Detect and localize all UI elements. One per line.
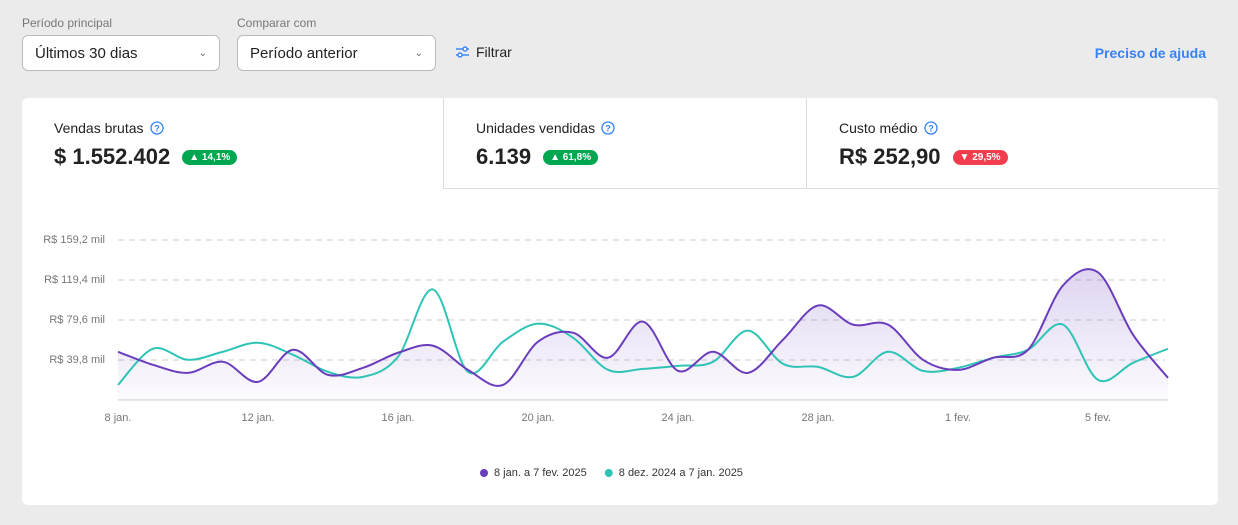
legend-label: 8 dez. 2024 a 7 jan. 2025 — [619, 467, 743, 479]
metric-label: Custo médio — [839, 120, 918, 136]
x-tick-label: 8 jan. — [105, 412, 132, 424]
metric-badge: ▼ 29,5% — [952, 149, 1008, 165]
y-tick-label: R$ 39,8 mil — [49, 354, 105, 366]
help-link[interactable]: Preciso de ajuda — [1094, 45, 1206, 61]
metric-label: Unidades vendidas — [476, 120, 596, 136]
metric-value: R$ 252,90 — [839, 144, 941, 169]
legend-marker — [480, 469, 488, 477]
legend-label: 8 jan. a 7 fev. 2025 — [494, 467, 587, 479]
metric-value-row: 6.139 ▲ 61,8% — [476, 144, 806, 170]
x-tick-label: 16 jan. — [381, 412, 414, 424]
metric-label: Vendas brutas — [54, 120, 144, 136]
legend-marker — [604, 469, 613, 477]
help-icon: ? — [149, 121, 164, 135]
metric-badge: ▲ 14,1% — [182, 149, 238, 165]
metric-change: 61,8% — [562, 151, 592, 163]
x-tick-label: 1 fev. — [945, 412, 971, 424]
area — [118, 269, 1168, 400]
compare-label: Comparar com — [237, 16, 317, 30]
metric-title: Vendas brutas? — [54, 120, 443, 136]
metric-title: Unidades vendidas? — [476, 120, 806, 136]
period-label: Período principal — [22, 16, 113, 30]
compare-select[interactable]: Período anterior ⌄ — [237, 35, 436, 71]
svg-text:?: ? — [605, 123, 611, 133]
compare-value: Período anterior — [250, 44, 358, 62]
x-tick-label: 12 jan. — [241, 412, 274, 424]
period-select[interactable]: Últimos 30 dias ⌄ — [22, 35, 220, 71]
y-tick-label: R$ 119,4 mil — [44, 274, 105, 286]
help-icon: ? — [923, 121, 938, 135]
metric-tab[interactable]: Custo médio? R$ 252,90 ▼ 29,5% — [806, 98, 1218, 189]
card: Vendas brutas? $ 1.552.402 ▲ 14,1% Unidades… — [22, 98, 1218, 505]
metric-title: Custo médio? — [839, 120, 1218, 136]
metric-value-row: $ 1.552.402 ▲ 14,1% — [54, 144, 443, 170]
filter-button[interactable]: Filtrar — [455, 44, 512, 60]
filter-icon — [456, 46, 469, 58]
metric-badge: ▲ 61,8% — [543, 149, 599, 165]
metric-tab[interactable]: Unidades vendidas? 6.139 ▲ 61,8% — [443, 98, 806, 189]
y-tick-label: R$ 79,6 mil — [49, 314, 105, 326]
metric-value: 6.139 — [476, 144, 532, 169]
y-tick-label: R$ 159,2 mil — [43, 234, 105, 246]
metric-change: 14,1% — [201, 151, 231, 163]
metric-value: $ 1.552.402 — [54, 144, 171, 169]
svg-text:?: ? — [154, 123, 160, 133]
svg-text:?: ? — [928, 123, 934, 133]
x-tick-label: 28 jan. — [801, 412, 834, 424]
metric-value-row: R$ 252,90 ▼ 29,5% — [839, 144, 1218, 170]
filter-text: Filtrar — [476, 44, 512, 60]
x-tick-label: 20 jan. — [521, 412, 554, 424]
x-tick-label: 5 fev. — [1085, 412, 1111, 424]
period-value: Últimos 30 dias — [35, 44, 138, 62]
x-tick-label: 24 jan. — [661, 412, 694, 424]
help-icon: ? — [601, 121, 615, 135]
line — [117, 268, 1169, 387]
metric-tab[interactable]: Vendas brutas? $ 1.552.402 ▲ 14,1% — [22, 98, 443, 189]
metric-change: 29,5% — [972, 151, 1001, 163]
